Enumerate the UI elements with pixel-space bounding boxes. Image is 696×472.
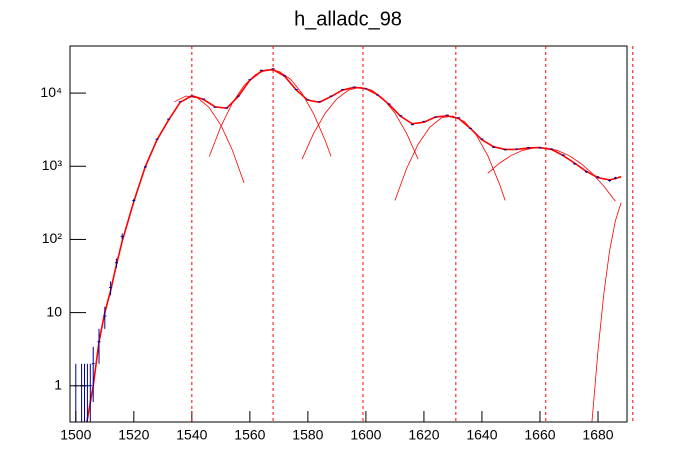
y-tick-label: 10³ — [42, 157, 63, 173]
y-tick-label: 10 — [46, 303, 62, 319]
data-point — [410, 124, 414, 126]
x-tick-label: 1520 — [118, 427, 149, 443]
data-point — [236, 95, 240, 97]
x-tick-label: 1620 — [408, 427, 439, 443]
data-point — [155, 138, 159, 140]
data-point — [213, 106, 217, 108]
x-tick-label: 1640 — [466, 427, 497, 443]
data-point — [376, 94, 380, 96]
frame — [69, 45, 628, 423]
data-point — [294, 88, 298, 90]
data-point — [132, 198, 136, 203]
data-point — [422, 120, 426, 122]
data-point — [613, 176, 617, 180]
data-point — [329, 95, 333, 97]
data-point — [387, 103, 391, 105]
fit-curve — [394, 115, 506, 201]
y-tick-label: 10² — [42, 230, 63, 246]
data-point — [457, 117, 461, 119]
data-point — [608, 179, 612, 182]
x-tick-label: 1660 — [524, 427, 555, 443]
x-tick-label: 1500 — [60, 427, 91, 443]
x-tick-label: 1680 — [582, 427, 613, 443]
data-point — [103, 306, 107, 329]
data-point — [248, 79, 252, 81]
data-point — [317, 101, 321, 103]
data-point — [526, 147, 530, 149]
data-point — [364, 88, 368, 90]
x-tick-label: 1560 — [234, 427, 265, 443]
data-point — [201, 98, 205, 100]
data-point — [114, 258, 118, 268]
data-point — [434, 116, 438, 118]
data-point — [306, 99, 310, 101]
data-point — [352, 86, 356, 88]
data-point — [573, 162, 577, 165]
data-point — [584, 170, 588, 173]
data-point — [85, 363, 89, 422]
data-point — [503, 149, 507, 151]
fit-curve — [174, 95, 245, 184]
data-point — [550, 148, 554, 150]
data-point — [515, 148, 519, 150]
x-tick-label: 1540 — [176, 427, 207, 443]
y-tick-label: 10⁴ — [40, 84, 62, 100]
data-point — [492, 146, 496, 148]
data-point — [399, 115, 403, 117]
data-point — [561, 154, 565, 156]
data-point — [480, 138, 484, 140]
data-point — [143, 165, 147, 168]
data-point — [91, 346, 95, 403]
x-tick-label: 1580 — [292, 427, 323, 443]
data-point — [538, 147, 542, 149]
data-point — [178, 101, 182, 103]
data-point — [341, 88, 345, 90]
data-point — [468, 127, 472, 129]
data-point — [445, 114, 449, 116]
fit-curve — [591, 202, 622, 422]
data-point — [88, 363, 92, 422]
data-point — [596, 175, 600, 179]
chart-title: h_alladc_98 — [294, 8, 402, 30]
data-point — [97, 328, 101, 364]
fit-curve — [301, 86, 419, 160]
data-point — [225, 107, 229, 109]
x-tick-label: 1600 — [350, 427, 381, 443]
y-tick-label: 1 — [54, 376, 62, 392]
data-point — [120, 233, 124, 240]
data-point — [167, 118, 171, 120]
data-point — [109, 281, 113, 296]
